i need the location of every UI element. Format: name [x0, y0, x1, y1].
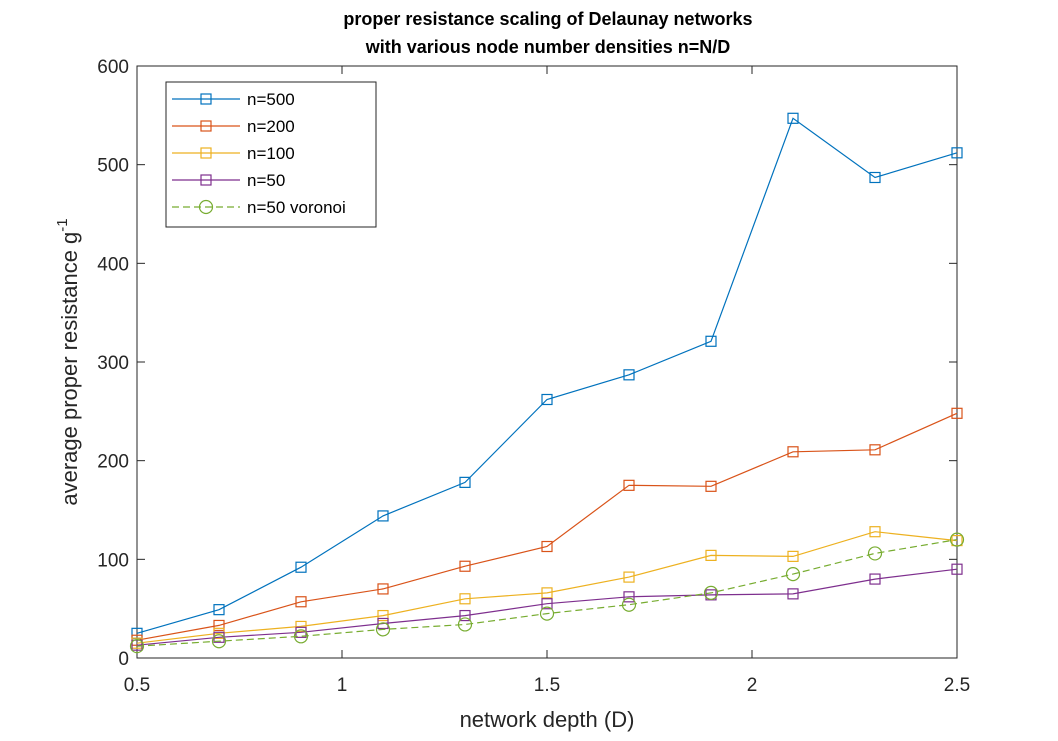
- legend-marker: [200, 120, 212, 132]
- data-point: [541, 540, 553, 553]
- data-point: [623, 571, 635, 583]
- y-tick-label: 0: [118, 649, 129, 670]
- data-point: [459, 476, 471, 488]
- y-tick-label: 400: [97, 254, 129, 275]
- legend-marker: [200, 93, 212, 105]
- x-tick-label: 1.5: [534, 675, 560, 696]
- data-point: [541, 393, 553, 406]
- series-5: [129, 532, 965, 654]
- data-point: [867, 546, 883, 561]
- y-tick-label: 600: [97, 57, 129, 78]
- data-point: [705, 480, 717, 492]
- x-tick-label: 1: [337, 675, 348, 696]
- legend: n=500 n=200 n=100 n=50 n=50 voronoi: [165, 81, 377, 228]
- data-point: [623, 591, 635, 603]
- ticks: 0.5 1 1.5 2 2.5 0 100 200 300 400 500 600: [97, 57, 970, 696]
- data-point: [375, 622, 391, 637]
- legend-label: n=50: [247, 171, 285, 190]
- data-point: [211, 634, 227, 649]
- data-point: [459, 609, 471, 622]
- legend-label: n=200: [247, 117, 295, 136]
- legend-marker: [200, 174, 212, 186]
- y-axis-label-main: average proper resistance g: [57, 232, 82, 506]
- data-point: [951, 407, 963, 419]
- series-line: [136, 412, 958, 641]
- legend-entries: n=500 n=200 n=100 n=50 n=50 voronoi: [172, 90, 346, 217]
- y-axis-label: average proper resistance g-1: [54, 218, 82, 505]
- data-point: [787, 550, 799, 562]
- data-point: [623, 479, 635, 491]
- x-tick-label: 2.5: [944, 675, 970, 696]
- data-point: [541, 587, 553, 599]
- y-tick-label: 500: [97, 156, 129, 177]
- x-tick-label: 0.5: [124, 675, 150, 696]
- series-line: [136, 117, 958, 634]
- data-point: [787, 112, 799, 124]
- data-point: [213, 604, 225, 616]
- legend-entry: n=200: [172, 117, 295, 136]
- data-point: [869, 573, 881, 585]
- data-point: [623, 369, 635, 381]
- data-point: [951, 147, 963, 159]
- data-point: [457, 617, 473, 632]
- data-point: [377, 510, 389, 522]
- chart-title-line-2: with various node number densities n=N/D: [365, 37, 731, 57]
- data-point: [785, 567, 801, 582]
- y-tick-label: 200: [97, 452, 129, 473]
- data-point: [539, 606, 555, 621]
- data-point: [787, 588, 799, 600]
- x-axis-label: network depth (D): [460, 707, 635, 732]
- legend-label: n=50 voronoi: [247, 198, 346, 217]
- data-point: [621, 597, 637, 612]
- legend-marker: [200, 147, 212, 159]
- data-point: [213, 619, 225, 632]
- series-line: [136, 531, 958, 644]
- data-point: [377, 617, 389, 630]
- data-point: [703, 585, 719, 600]
- legend-entry: n=50: [172, 171, 285, 190]
- legend-entry: n=500: [172, 90, 295, 109]
- data-point: [293, 629, 309, 644]
- x-tick-label: 2: [747, 675, 758, 696]
- series-line: [136, 568, 958, 646]
- series-3: [131, 526, 963, 649]
- data-point: [377, 609, 389, 622]
- series-line: [136, 539, 958, 647]
- data-point: [295, 620, 307, 633]
- legend-label: n=500: [247, 90, 295, 109]
- data-point: [951, 563, 963, 575]
- data-point: [295, 561, 307, 573]
- chart-title-line-1: proper resistance scaling of Delaunay ne…: [343, 9, 752, 29]
- legend-label: n=100: [247, 144, 295, 163]
- data-point: [787, 446, 799, 458]
- data-point: [705, 549, 717, 561]
- data-point: [377, 583, 389, 595]
- data-point: [459, 560, 471, 572]
- data-point: [129, 639, 145, 654]
- y-tick-label: 100: [97, 550, 129, 571]
- legend-marker: [198, 199, 214, 215]
- y-axis-label-superscript: -1: [54, 218, 71, 231]
- data-point: [541, 598, 553, 610]
- y-tick-label: 300: [97, 353, 129, 374]
- data-point: [949, 532, 965, 547]
- data-point: [459, 593, 471, 605]
- data-point: [869, 444, 881, 456]
- series-lines: [129, 112, 965, 654]
- data-point: [869, 171, 881, 184]
- data-point: [705, 335, 717, 347]
- data-point: [869, 526, 881, 538]
- legend-entry: n=100: [172, 144, 295, 163]
- data-point: [295, 596, 307, 608]
- legend-entry: n=50 voronoi: [172, 198, 346, 217]
